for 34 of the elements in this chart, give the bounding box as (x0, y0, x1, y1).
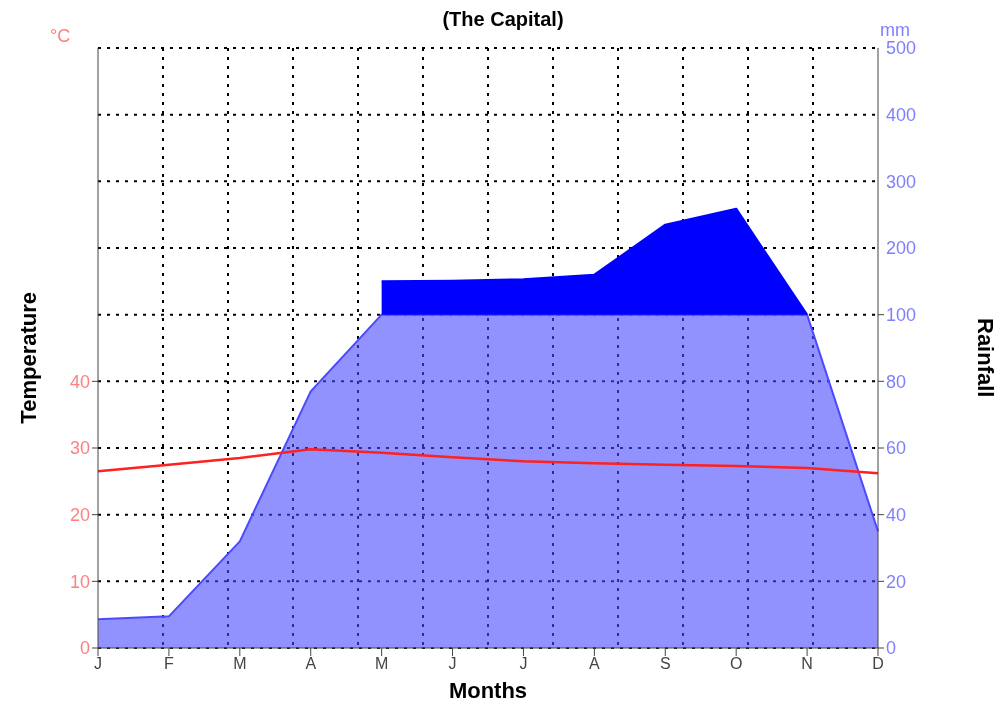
y2-axis-title: Rainfall (972, 318, 998, 398)
y2-tick-label: 60 (886, 438, 907, 459)
x-tick-label: D (872, 655, 884, 673)
y-tick-label: 10 (69, 571, 90, 592)
y3-tick-label: 300 (886, 171, 917, 192)
x-tick-label: J (519, 655, 528, 673)
x-tick-label: O (729, 655, 743, 673)
x-tick-label: A (305, 655, 317, 673)
x-tick-label: M (374, 655, 389, 673)
y-tick-label: 40 (69, 371, 90, 392)
y-tick-label: 30 (69, 438, 90, 459)
text: mm (880, 20, 910, 41)
y-tick-label: 20 (69, 505, 90, 526)
y3-tick-label: 500 (886, 38, 917, 59)
y3-tick-label: 200 (886, 238, 917, 259)
x-tick-label: A (589, 655, 601, 673)
y-axis-title: Temperature (16, 292, 42, 424)
y2-tick-label: 40 (886, 505, 907, 526)
y3-tick-label: 400 (886, 105, 917, 126)
y2-tick-label: 0 (886, 638, 897, 659)
x-tick-label: J (448, 655, 457, 673)
y-tick-label: 0 (79, 638, 90, 659)
x-axis-title: Months (447, 678, 529, 704)
text: °C (50, 26, 71, 47)
y2-tick-label: 20 (886, 571, 907, 592)
line-series (96, 448, 880, 475)
x-tick-label: J (94, 655, 102, 673)
y2-tick-label: 100 (886, 305, 917, 326)
x-tick-label: S (659, 655, 671, 673)
x-tick-label: F (164, 655, 175, 673)
x-tick-label: N (801, 655, 813, 673)
chart-title: (The Capital) (442, 8, 564, 30)
y2-tick-label: 80 (886, 371, 907, 392)
x-tick-label: M (233, 655, 247, 673)
